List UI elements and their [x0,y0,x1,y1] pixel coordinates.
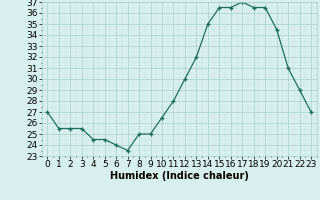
X-axis label: Humidex (Indice chaleur): Humidex (Indice chaleur) [110,171,249,181]
